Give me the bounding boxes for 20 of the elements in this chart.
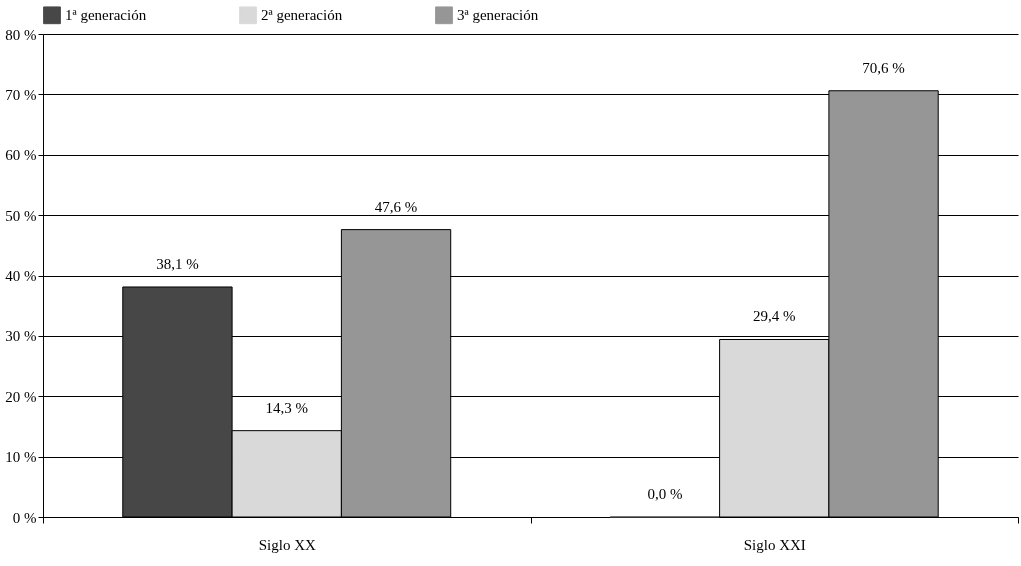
data-label: 38,1 %: [156, 255, 199, 272]
x-tick-label: Siglo XXI: [743, 536, 806, 553]
legend-label: 3ª generación: [457, 7, 539, 24]
y-tick-label: 30 %: [5, 328, 37, 345]
data-label: 47,6 %: [374, 198, 418, 215]
y-tick-label: 70 %: [5, 86, 37, 103]
y-tick-label: 20 %: [5, 388, 37, 405]
y-tick-label: 40 %: [5, 268, 37, 284]
data-label: 0,0 %: [647, 486, 683, 502]
x-tick-label: Siglo XX: [258, 536, 316, 553]
legend-label: 1ª generación: [65, 7, 147, 24]
data-label: 29,4 %: [753, 308, 796, 325]
y-tick-label: 10 %: [5, 449, 37, 466]
y-tick-label: 0 %: [12, 509, 37, 526]
legend-label: 2ª generación: [261, 7, 343, 24]
y-tick-label: 50 %: [5, 207, 37, 224]
data-label: 14,3 %: [265, 399, 308, 416]
y-tick-label: 60 %: [5, 147, 37, 164]
data-label: 70,6 %: [862, 59, 905, 76]
y-tick-label: 80 %: [5, 26, 37, 43]
